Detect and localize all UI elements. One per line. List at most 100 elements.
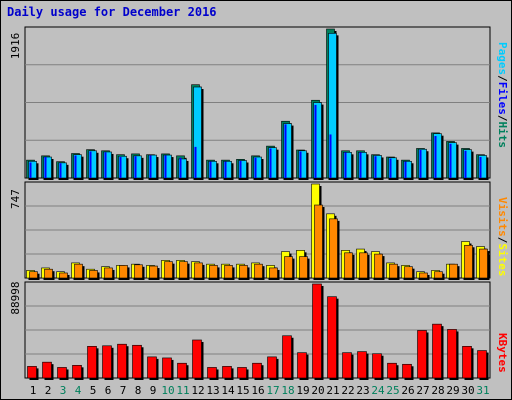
- x-tick-label: 25: [386, 384, 399, 397]
- bar-kbytes: [87, 346, 97, 379]
- bar-visits: [194, 262, 203, 279]
- bar-files: [29, 162, 32, 178]
- bar-visits: [479, 248, 488, 279]
- bar-pages: [448, 142, 457, 179]
- bar-kbytes: [402, 363, 412, 379]
- x-tick-label: 21: [326, 384, 339, 397]
- bar-pages: [433, 133, 442, 179]
- bar-pages: [103, 151, 112, 179]
- x-tick-label: 10: [161, 384, 174, 397]
- bar-visits: [404, 266, 413, 279]
- x-tick-label: 12: [191, 384, 204, 397]
- x-tick-label: 27: [416, 384, 429, 397]
- x-tick-label: 31: [476, 384, 489, 397]
- bar-files: [74, 155, 77, 178]
- bar-visits: [299, 256, 308, 279]
- bar-files: [164, 155, 167, 178]
- bar-visits: [134, 264, 143, 279]
- bar-pages: [253, 156, 262, 179]
- x-tick-label: 19: [296, 384, 309, 397]
- bar-visits: [164, 261, 173, 279]
- bar-files: [299, 151, 302, 178]
- bar-kbytes: [117, 343, 127, 379]
- x-tick-label: 14: [221, 384, 235, 397]
- bar-visits: [29, 271, 38, 279]
- bar-kbytes: [267, 356, 277, 379]
- x-tick-label: 23: [356, 384, 369, 397]
- bar-pages: [268, 147, 277, 179]
- bar-pages: [298, 150, 307, 179]
- bar-pages: [163, 154, 172, 179]
- x-tick-label: 11: [176, 384, 189, 397]
- bar-pages: [28, 160, 37, 179]
- bar-visits: [269, 267, 278, 279]
- bar-files: [149, 155, 152, 178]
- bar-files: [359, 152, 362, 178]
- bar-visits: [434, 271, 443, 279]
- bar-pages: [133, 155, 142, 179]
- bar-visits: [344, 252, 353, 279]
- bar-visits: [89, 270, 98, 279]
- bar-files: [239, 160, 242, 178]
- x-tick-label: 15: [236, 384, 249, 397]
- bar-kbytes: [327, 296, 337, 379]
- x-tick-label: 2: [45, 384, 52, 397]
- bar-kbytes: [237, 367, 247, 379]
- bar-files: [329, 134, 332, 178]
- bar-kbytes: [162, 357, 172, 379]
- bar-kbytes: [297, 352, 307, 379]
- bar-visits: [389, 263, 398, 279]
- chart-title: Daily usage for December 2016: [7, 5, 217, 19]
- bar-files: [374, 156, 377, 178]
- bar-files: [104, 152, 107, 178]
- bar-visits: [44, 268, 53, 279]
- x-tick-label: 18: [281, 384, 294, 397]
- x-tick-label: 13: [206, 384, 219, 397]
- bar-visits: [314, 204, 323, 279]
- x-tick-label: 4: [75, 384, 82, 397]
- bar-files: [284, 124, 287, 178]
- bar-files: [179, 157, 182, 178]
- bar-visits: [284, 256, 293, 279]
- bar-pages: [208, 160, 217, 179]
- bar-files: [194, 146, 197, 178]
- bar-visits: [209, 265, 218, 279]
- bar-pages: [223, 160, 232, 179]
- x-tick-label: 30: [461, 384, 474, 397]
- bar-kbytes: [102, 345, 112, 379]
- x-tick-label: 9: [150, 384, 157, 397]
- x-tick-label: 22: [341, 384, 354, 397]
- bar-kbytes: [372, 353, 382, 379]
- bar-visits: [119, 265, 128, 279]
- bar-pages: [418, 148, 427, 179]
- bar-files: [434, 136, 437, 178]
- bar-files: [314, 104, 317, 178]
- bar-pages: [58, 162, 67, 179]
- x-tick-label: 24: [371, 384, 385, 397]
- bar-pages: [43, 156, 52, 179]
- bar-files: [344, 152, 347, 178]
- bar-visits: [179, 261, 188, 279]
- bar-pages: [193, 86, 202, 179]
- bar-visits: [74, 263, 83, 279]
- bar-files: [389, 158, 392, 178]
- x-tick-label: 29: [446, 384, 459, 397]
- bar-pages: [358, 152, 367, 179]
- bar-pages: [178, 158, 187, 179]
- bar-visits: [359, 252, 368, 279]
- bar-kbytes: [252, 362, 262, 379]
- bar-files: [134, 156, 137, 178]
- bar-pages: [403, 160, 412, 179]
- bar-kbytes: [387, 362, 397, 379]
- x-tick-label: 5: [90, 384, 97, 397]
- bar-kbytes: [147, 356, 157, 379]
- bar-pages: [73, 154, 82, 179]
- bar-kbytes: [192, 339, 202, 379]
- bar-kbytes: [417, 330, 427, 379]
- bar-kbytes: [477, 350, 487, 379]
- bar-visits: [449, 263, 458, 279]
- bar-visits: [149, 265, 158, 279]
- bar-kbytes: [72, 365, 82, 379]
- x-tick-label: 16: [251, 384, 264, 397]
